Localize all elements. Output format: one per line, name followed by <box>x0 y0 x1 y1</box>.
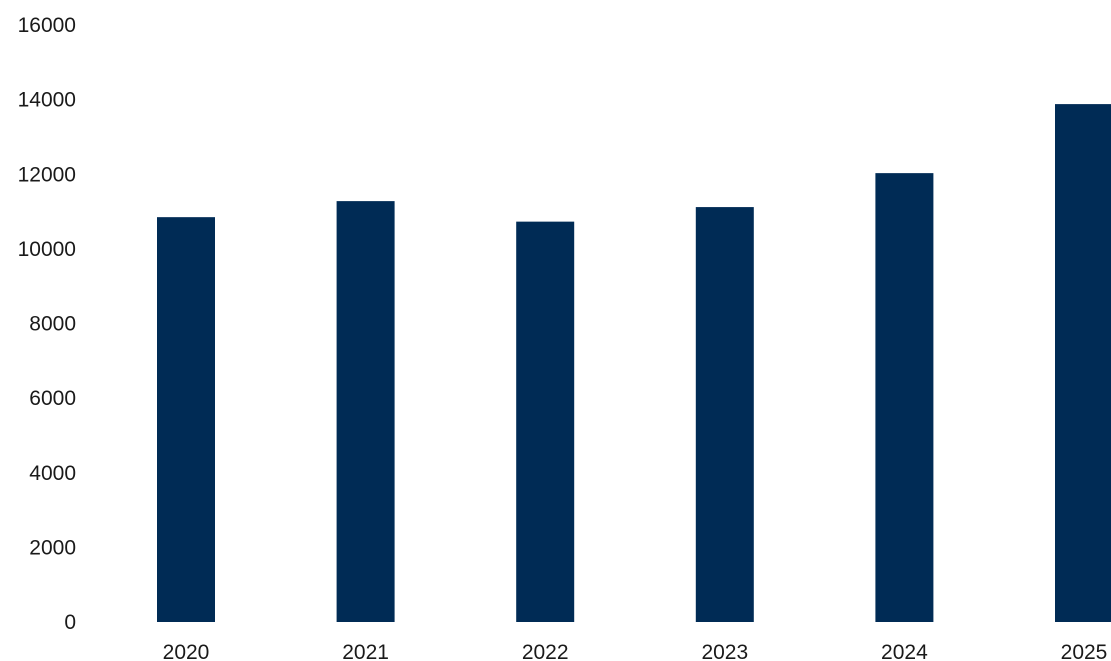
x-tick-label: 2025 <box>1061 641 1108 661</box>
bar-2022 <box>516 221 575 622</box>
bar-2025 <box>1055 104 1111 623</box>
y-tick-label: 6000 <box>29 387 76 410</box>
y-tick-label: 10000 <box>18 238 76 261</box>
bar-2021 <box>336 201 395 623</box>
x-tick-label: 2022 <box>522 641 569 661</box>
y-tick-label: 16000 <box>18 14 76 37</box>
y-tick-label: 12000 <box>18 163 76 186</box>
bar-2024 <box>875 173 934 623</box>
y-tick-label: 14000 <box>18 89 76 112</box>
x-axis-ticks: 2020 2021 2022 2023 2024 2025 <box>163 641 1108 661</box>
y-tick-label: 2000 <box>29 536 76 559</box>
bars <box>157 104 1111 623</box>
y-tick-label: 4000 <box>29 462 76 485</box>
x-tick-label: 2023 <box>701 641 748 661</box>
x-tick-label: 2021 <box>342 641 389 661</box>
y-axis-ticks: 0 2000 4000 6000 8000 10000 12000 14000 16000 <box>18 14 76 634</box>
y-tick-label: 8000 <box>29 313 76 336</box>
x-tick-label: 2020 <box>163 641 210 661</box>
bar-2020 <box>157 217 215 623</box>
x-tick-label: 2024 <box>881 641 928 661</box>
y-tick-label: 0 <box>64 611 76 634</box>
bar-2023 <box>695 207 754 622</box>
